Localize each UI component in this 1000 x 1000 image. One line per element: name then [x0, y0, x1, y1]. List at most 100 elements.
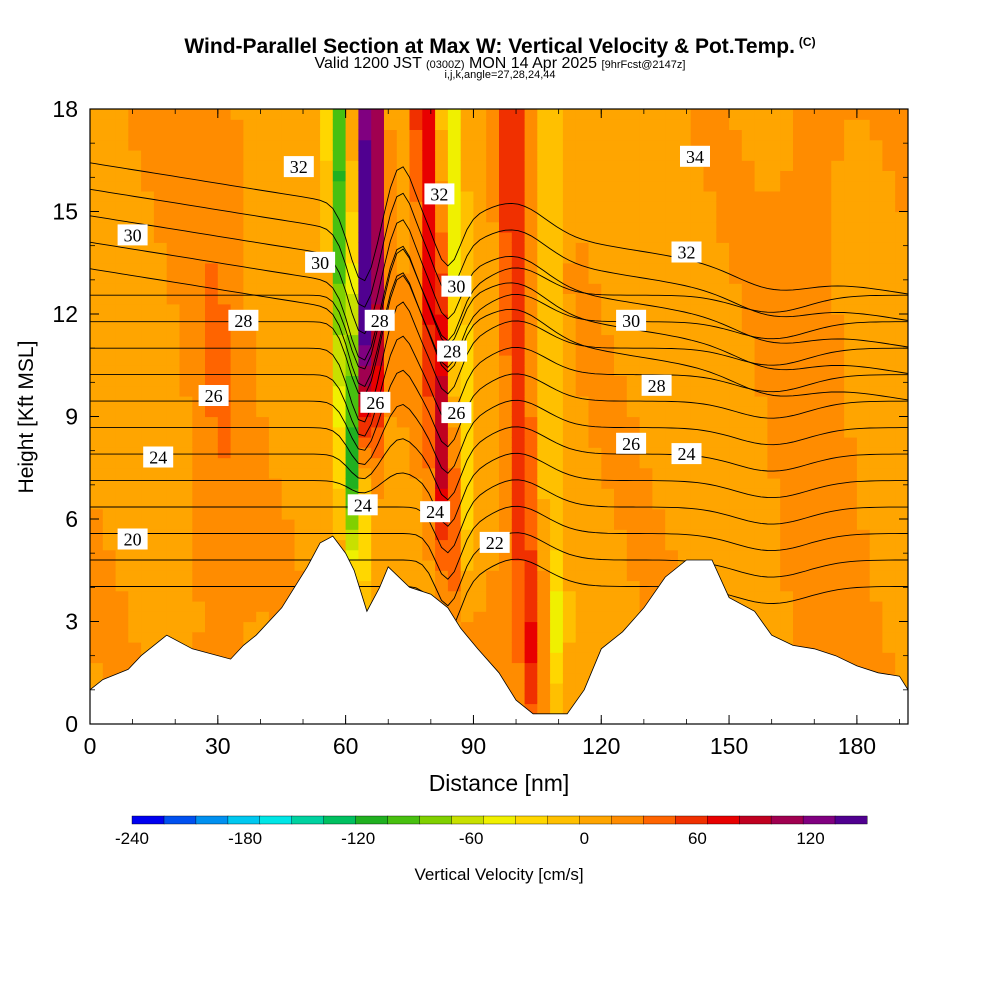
velocity-cell — [805, 437, 820, 448]
velocity-cell — [460, 180, 475, 192]
velocity-cell — [575, 498, 590, 510]
velocity-cell — [754, 232, 768, 243]
velocity-cell — [575, 211, 590, 223]
velocity-cell — [882, 221, 896, 233]
velocity-cell — [332, 221, 347, 233]
velocity-cell — [499, 273, 513, 284]
velocity-cell — [217, 180, 232, 192]
velocity-cell — [102, 150, 117, 161]
velocity-cell — [780, 170, 794, 182]
velocity-cell — [818, 375, 832, 387]
velocity-cell — [869, 375, 884, 387]
velocity-cell — [511, 109, 526, 120]
velocity-cell — [741, 467, 756, 479]
velocity-cell — [409, 539, 423, 551]
velocity-cell — [409, 406, 423, 418]
contour-label-bg — [228, 309, 259, 331]
velocity-cell — [460, 129, 475, 141]
velocity-cell — [371, 242, 385, 253]
velocity-cell — [141, 416, 155, 428]
velocity-cell — [767, 488, 781, 500]
velocity-cell — [831, 242, 845, 253]
velocity-cell — [320, 426, 334, 438]
velocity-cell — [729, 560, 743, 571]
velocity-cell — [831, 262, 845, 274]
velocity-cell — [716, 457, 730, 469]
velocity-cell — [754, 396, 768, 407]
velocity-cell — [486, 252, 500, 264]
velocity-cell — [741, 344, 756, 356]
velocity-cell — [422, 109, 436, 120]
velocity-cell — [486, 303, 500, 315]
velocity-cell — [882, 498, 896, 510]
velocity-cell — [115, 385, 129, 397]
velocity-cell — [473, 560, 487, 571]
velocity-cell — [243, 252, 257, 264]
velocity-cell — [409, 293, 423, 305]
velocity-cell — [115, 293, 129, 305]
velocity-cell — [409, 396, 423, 407]
velocity-cell — [358, 252, 372, 264]
velocity-cell — [767, 262, 781, 274]
velocity-cell — [639, 314, 653, 325]
velocity-cell — [141, 631, 155, 643]
velocity-cell — [550, 683, 564, 694]
velocity-cell — [767, 621, 781, 633]
velocity-cell — [409, 375, 423, 387]
velocity-cell — [166, 437, 181, 448]
velocity-cell — [588, 180, 602, 192]
velocity-cell — [639, 150, 653, 161]
velocity-cell — [741, 549, 756, 561]
velocity-cell — [396, 549, 411, 561]
velocity-cell — [652, 191, 666, 202]
velocity-cell — [396, 344, 411, 356]
velocity-cell — [895, 273, 908, 284]
velocity-cell — [805, 150, 820, 161]
velocity-cell — [767, 549, 781, 561]
velocity-cell — [141, 160, 155, 171]
velocity-cell — [102, 262, 117, 274]
velocity-cell — [345, 437, 359, 448]
velocity-cell — [882, 478, 896, 489]
velocity-cell — [780, 611, 794, 623]
velocity-cell — [486, 457, 500, 469]
velocity-cell — [524, 396, 538, 407]
velocity-cell — [128, 437, 142, 448]
velocity-cell — [499, 221, 513, 233]
velocity-cell — [409, 549, 423, 561]
theta-contour-line — [90, 301, 908, 423]
velocity-cell — [268, 334, 283, 346]
velocity-cell — [141, 242, 155, 253]
contour-label-bg — [283, 156, 314, 178]
velocity-cell — [230, 642, 244, 653]
velocity-cell — [562, 457, 577, 469]
velocity-cell — [332, 252, 347, 264]
velocity-cell — [486, 642, 500, 653]
velocity-cell — [435, 396, 449, 407]
velocity-cell — [665, 232, 679, 243]
velocity-cell — [460, 344, 475, 356]
velocity-cell — [550, 529, 564, 541]
colorbar-tick-label: -240 — [115, 829, 149, 848]
velocity-cell — [754, 180, 768, 192]
velocity-cell — [102, 642, 117, 653]
velocity-cell — [895, 150, 908, 161]
velocity-cell — [320, 447, 334, 459]
velocity-cell — [486, 160, 500, 171]
contour-label: 28 — [371, 311, 389, 331]
velocity-cell — [690, 324, 705, 336]
velocity-cell — [153, 334, 168, 346]
velocity-cell — [626, 365, 641, 376]
velocity-cell — [741, 396, 756, 407]
velocity-cell — [882, 457, 896, 469]
velocity-cell — [626, 590, 641, 602]
velocity-cell — [166, 232, 181, 243]
velocity-cell — [537, 426, 551, 438]
colorbar-swatch — [834, 815, 868, 825]
velocity-cell — [422, 580, 436, 592]
velocity-cell — [473, 273, 487, 284]
velocity-cell — [729, 221, 743, 233]
velocity-cell — [831, 601, 845, 612]
velocity-cell — [192, 549, 206, 561]
velocity-cell — [741, 508, 756, 520]
